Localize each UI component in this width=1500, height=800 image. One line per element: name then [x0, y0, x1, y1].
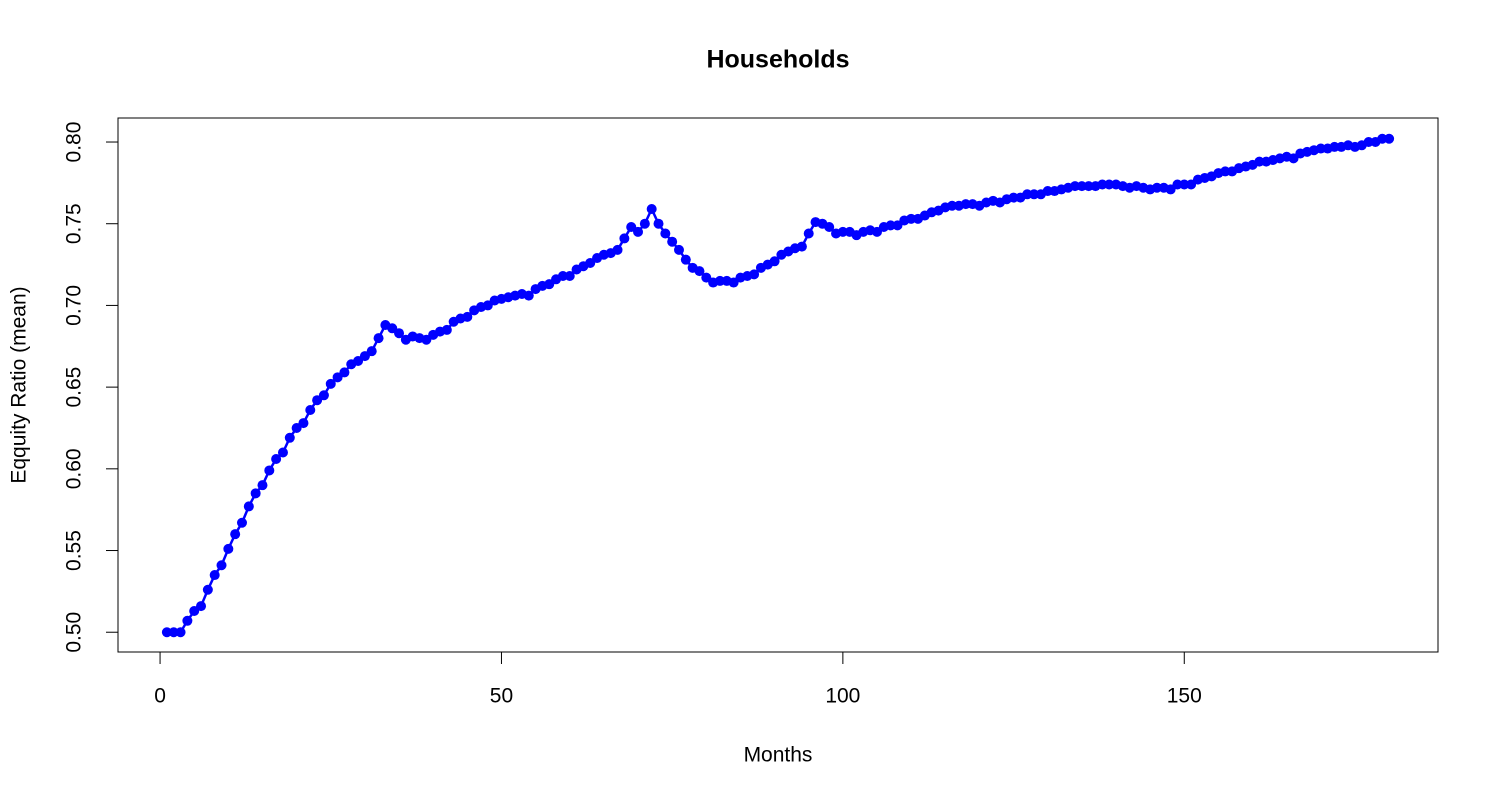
data-point [803, 228, 814, 239]
x-tick-label: 50 [490, 685, 513, 708]
data-point [646, 204, 657, 215]
data-point [462, 311, 473, 322]
y-tick-label: 0.75 [63, 203, 86, 244]
data-point [182, 615, 193, 626]
data-point [633, 226, 644, 237]
data-point [284, 432, 295, 443]
plot-frame [117, 117, 1439, 653]
x-tick-label: 100 [825, 685, 860, 708]
data-point [824, 221, 835, 232]
data-point [680, 254, 691, 265]
data-point [653, 218, 664, 229]
data-point [298, 418, 309, 429]
data-point [223, 543, 234, 554]
chart-title: Households [706, 46, 849, 74]
data-point [564, 271, 575, 282]
data-point [325, 378, 336, 389]
y-tick-label: 0.55 [63, 530, 86, 571]
data-point [769, 256, 780, 267]
data-point [175, 627, 186, 638]
data-point [277, 447, 288, 458]
data-point [796, 241, 807, 252]
y-tick-label: 0.60 [63, 448, 86, 489]
data-point [257, 480, 268, 491]
data-point [673, 244, 684, 255]
data-point [394, 328, 405, 339]
data-point [250, 488, 261, 499]
data-point [209, 570, 220, 581]
data-point [694, 266, 705, 277]
data-point [339, 367, 350, 378]
data-point [612, 244, 623, 255]
data-point [749, 269, 760, 280]
x-axis-label: Months [744, 744, 813, 767]
data-point [305, 405, 316, 416]
data-point [230, 529, 241, 540]
data-point [639, 218, 650, 229]
data-point [318, 390, 329, 401]
data-point [202, 584, 213, 595]
x-tick-label: 0 [154, 685, 166, 708]
data-point [243, 501, 254, 512]
data-point [271, 454, 282, 465]
x-tick-label: 150 [1167, 685, 1202, 708]
data-point [441, 324, 452, 335]
data-point [660, 228, 671, 239]
series-line [166, 137, 1390, 634]
y-tick-label: 0.80 [63, 122, 86, 163]
y-tick-label: 0.70 [63, 285, 86, 326]
data-point [667, 236, 678, 247]
data-point [366, 346, 377, 357]
data-point [216, 560, 227, 571]
y-tick-label: 0.50 [63, 612, 86, 653]
data-point [196, 601, 207, 612]
data-point [523, 290, 534, 301]
data-point [1384, 133, 1395, 144]
data-point [619, 233, 630, 244]
data-point [264, 465, 275, 476]
y-axis-label: Eqquity Ratio (mean) [8, 286, 31, 483]
y-tick-label: 0.65 [63, 367, 86, 408]
data-point [373, 333, 384, 344]
data-point [236, 517, 247, 528]
